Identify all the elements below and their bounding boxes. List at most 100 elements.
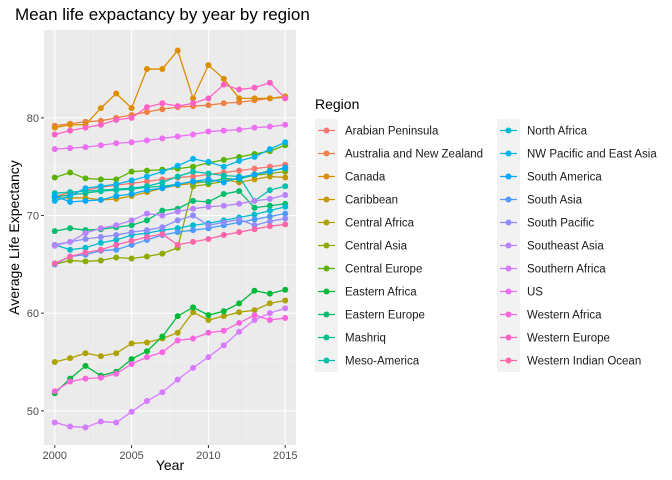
data-point xyxy=(251,165,258,172)
x-tick-label: 2015 xyxy=(273,450,297,462)
data-point xyxy=(190,183,197,190)
legend-label: NW Pacific and East Asia xyxy=(527,149,657,161)
data-point xyxy=(220,156,227,163)
data-point xyxy=(220,313,227,320)
data-point xyxy=(266,218,273,225)
data-point xyxy=(113,254,120,261)
legend-item: Central Africa xyxy=(315,211,415,234)
data-point xyxy=(113,186,120,193)
data-point xyxy=(251,153,258,160)
legend-item: Meso-America xyxy=(315,349,420,372)
data-point xyxy=(97,196,104,203)
data-point xyxy=(251,171,258,178)
data-point xyxy=(82,185,89,192)
data-point xyxy=(282,174,289,181)
legend-label: North Africa xyxy=(527,126,588,138)
data-point xyxy=(282,286,289,293)
data-point xyxy=(220,327,227,334)
legend-key-point xyxy=(505,357,512,364)
data-point xyxy=(128,139,135,146)
series-line xyxy=(54,299,286,363)
data-point xyxy=(174,162,181,169)
x-tick-label: 2010 xyxy=(196,450,220,462)
data-point xyxy=(205,317,212,324)
data-point xyxy=(159,212,166,219)
data-point xyxy=(51,131,58,138)
data-point xyxy=(236,167,243,174)
legend-item: Western Europe xyxy=(497,326,610,349)
data-point xyxy=(97,246,104,253)
data-point xyxy=(113,116,120,123)
data-point xyxy=(282,221,289,228)
data-point xyxy=(251,204,258,211)
legend-item: Canada xyxy=(315,165,386,188)
legend-item: Caribbean xyxy=(315,188,398,211)
data-point xyxy=(251,211,258,218)
data-point xyxy=(282,203,289,210)
data-point xyxy=(159,168,166,175)
data-point xyxy=(251,84,258,91)
series xyxy=(51,305,289,431)
data-point xyxy=(143,137,150,144)
data-point xyxy=(128,356,135,363)
data-point xyxy=(251,287,258,294)
data-point xyxy=(143,167,150,174)
data-point xyxy=(143,178,150,185)
legend-key-point xyxy=(323,219,330,226)
legend-label: Central Asia xyxy=(345,241,408,253)
data-point xyxy=(97,183,104,190)
data-point xyxy=(82,244,89,251)
data-point xyxy=(128,237,135,244)
data-point xyxy=(236,95,243,102)
legend-key-point xyxy=(323,288,330,295)
data-point xyxy=(159,389,166,396)
data-point xyxy=(128,217,135,224)
x-axis: 2000 2005 2010 2015 xyxy=(43,445,297,462)
data-point xyxy=(174,329,181,336)
data-point xyxy=(190,95,197,102)
data-point xyxy=(220,232,227,239)
data-point xyxy=(190,168,197,175)
legend-item: NW Pacific and East Asia xyxy=(497,142,657,165)
data-point xyxy=(128,360,135,367)
data-point xyxy=(220,75,227,82)
data-point xyxy=(128,191,135,198)
data-point xyxy=(159,185,166,192)
data-point xyxy=(266,310,273,317)
legend-label: US xyxy=(527,287,543,299)
data-point xyxy=(143,66,150,73)
data-point xyxy=(236,328,243,335)
data-point xyxy=(190,227,197,234)
data-point xyxy=(67,198,74,205)
data-point xyxy=(174,173,181,180)
data-point xyxy=(282,215,289,222)
data-point xyxy=(190,335,197,342)
data-point xyxy=(159,349,166,356)
data-point xyxy=(113,232,120,239)
legend-label: Western Indian Ocean xyxy=(527,356,641,368)
data-point xyxy=(97,121,104,128)
legend-key-point xyxy=(505,311,512,318)
data-point xyxy=(190,163,197,170)
series-line xyxy=(54,214,286,246)
data-point xyxy=(128,255,135,262)
data-point xyxy=(174,208,181,215)
data-point xyxy=(236,157,243,164)
legend-key-point xyxy=(323,150,330,157)
data-point xyxy=(220,163,227,170)
data-point xyxy=(282,192,289,199)
data-point xyxy=(266,146,273,153)
data-point xyxy=(174,217,181,224)
data-point xyxy=(236,309,243,316)
data-point xyxy=(113,176,120,183)
data-point xyxy=(251,95,258,102)
series xyxy=(51,221,289,267)
data-point xyxy=(113,241,120,248)
data-point xyxy=(128,105,135,112)
legend-item: South Asia xyxy=(497,188,583,211)
data-point xyxy=(266,187,273,194)
legend-item: Central Asia xyxy=(315,234,408,257)
data-point xyxy=(97,239,104,246)
data-point xyxy=(282,297,289,304)
data-point xyxy=(205,95,212,102)
